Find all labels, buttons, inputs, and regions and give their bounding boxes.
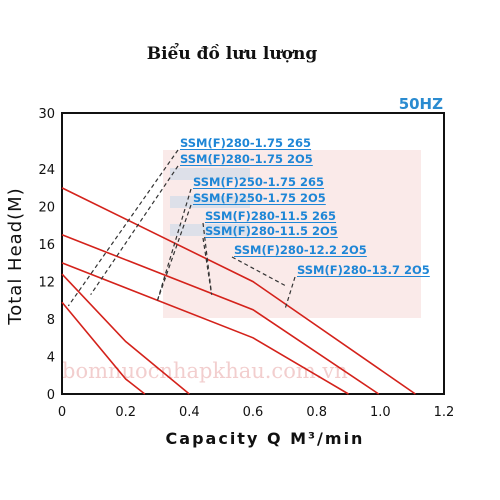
watermark-text: bomnuocnhapkhau.com.vn [62, 359, 348, 383]
plot-frame [61, 112, 445, 395]
leader-lines [67, 149, 296, 310]
series-curve-3 [61, 262, 349, 395]
series-label-4: SSM(F)250-1.75 2O5 [193, 191, 326, 205]
series-curve-4 [61, 234, 380, 395]
y-tick-label: 4 [47, 351, 55, 366]
y-tick-label: 8 [47, 313, 55, 328]
x-tick-label: 1.2 [434, 405, 455, 420]
series-label-2: SSM(F)280-1.75 2O5 [180, 152, 313, 166]
watermark-logo [163, 150, 421, 318]
leader-line-4 [156, 204, 192, 301]
series-curve-1 [61, 301, 146, 395]
y-tick-label: 30 [38, 107, 55, 122]
x-tick-label: 0.2 [115, 405, 136, 420]
series-labels: SSM(F)280-1.75 265 SSM(F)280-1.75 2O5 SSM(… [180, 136, 430, 277]
x-tick-label: 0.4 [179, 405, 200, 420]
leader-line-2 [90, 165, 179, 296]
x-tick-label: 0.8 [306, 405, 327, 420]
series-label-5: SSM(F)280-11.5 265 [205, 209, 336, 223]
x-axis-label: Capacity Q M³/min [166, 429, 365, 448]
series-label-8: SSM(F)280-13.7 2O5 [297, 263, 430, 277]
y-tick-label: 20 [38, 201, 55, 216]
x-tick-label: 0 [58, 405, 66, 420]
series-curve-5 [61, 187, 416, 395]
series-label-3: SSM(F)250-1.75 265 [193, 175, 324, 189]
series-curve-2 [61, 273, 190, 395]
chart-title: Biểu đồ lưu lượng [147, 42, 318, 64]
leader-line-8 [284, 276, 296, 310]
series-label-6: SSM(F)280-11.5 2O5 [205, 224, 338, 238]
leader-line-3 [156, 188, 192, 301]
x-tick-labels: 0 0.2 0.4 0.6 0.8 1.0 1.2 [58, 405, 454, 420]
y-tick-label: 16 [38, 238, 55, 253]
leader-line-6 [202, 237, 213, 295]
y-tick-labels: 0 4 8 12 16 20 24 30 [38, 107, 55, 403]
leader-line-5 [202, 222, 213, 295]
y-tick-label: 0 [47, 388, 55, 403]
leader-line-1 [67, 149, 179, 307]
y-axis-label: Total Head(M) [5, 187, 26, 325]
frequency-label: 50HZ [399, 95, 443, 113]
x-tick-label: 1.0 [370, 405, 391, 420]
y-tick-label: 24 [38, 163, 55, 178]
leader-line-7 [231, 256, 286, 286]
x-tick-label: 0.6 [243, 405, 264, 420]
series-curves [61, 187, 416, 395]
y-tick-label: 12 [38, 276, 55, 291]
series-label-1: SSM(F)280-1.75 265 [180, 136, 311, 150]
series-label-7: SSM(F)280-12.2 2O5 [234, 243, 367, 257]
